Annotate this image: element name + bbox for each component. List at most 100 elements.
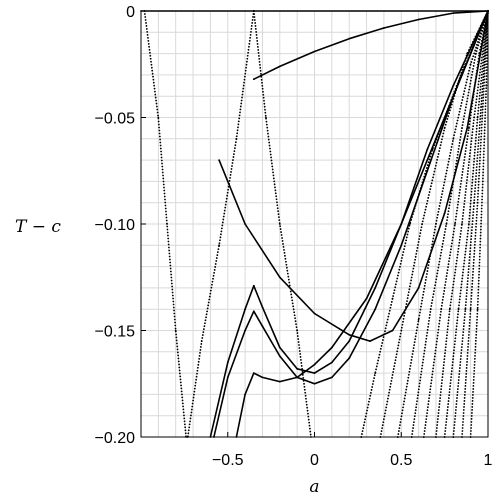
data-point [348,333,351,336]
data-point [252,284,255,287]
data-point [235,137,238,140]
data-series-13 [422,10,489,438]
data-point [400,329,403,332]
data-point [331,376,333,379]
data-point [278,380,281,383]
data-point [244,223,247,225]
data-point [417,318,420,321]
data-point [391,297,394,300]
data-point [426,169,429,172]
data-point [278,65,281,68]
data-point [226,376,229,379]
data-series-12 [410,10,489,438]
data-point [400,223,403,225]
x-tick-label: 1 [484,452,493,469]
data-series-10 [379,10,489,438]
data-point [457,308,460,311]
data-point [454,223,456,225]
data-series-1 [253,10,489,80]
data-point [365,297,368,300]
data-point [252,310,255,313]
data-point [313,312,316,315]
data-point [452,84,455,87]
y-tick-label: −0.05 [95,111,136,128]
data-point [218,159,221,162]
data-point [261,325,264,328]
data-point [461,127,463,129]
data-point [431,148,434,151]
data-point [400,244,403,247]
data-point [445,223,448,225]
data-point [469,63,472,66]
data-point [265,116,267,119]
data-point [476,308,479,311]
data-point [278,355,281,357]
data-point [461,223,463,225]
data-point [218,244,221,247]
data-series-3 [186,10,255,438]
y-tick-label: −0.10 [95,217,136,234]
data-point [261,376,264,379]
data-point [157,116,160,119]
data-point [296,367,298,370]
data-point [369,340,371,342]
data-point [261,306,264,308]
data-point [485,84,488,87]
data-point [464,308,467,311]
data-point [475,52,477,55]
data-point [331,361,333,364]
data-point [468,223,470,225]
data-point [429,308,432,311]
data-point [391,329,394,332]
data-point [421,223,423,225]
data-point [443,212,446,215]
data-point [469,308,472,311]
data-point [348,340,351,342]
data-point [409,223,411,225]
y-axis-label: T − c [15,217,61,237]
data-point [480,105,482,108]
data-point [466,127,469,129]
data-point [278,346,281,349]
data-point [226,361,229,364]
data-point [313,363,316,366]
data-point [244,393,247,396]
data-point [348,37,351,40]
x-tick-label: 0.5 [390,452,412,469]
x-tick-label: −0.5 [212,452,244,469]
data-series-14 [434,10,489,438]
data-point [374,287,377,289]
data-point [448,308,451,311]
data-point [174,329,177,332]
data-point [296,376,298,379]
data-point [473,201,475,204]
data-point [244,308,247,311]
y-tick-label: −0.20 [95,430,136,447]
data-point [481,180,484,183]
data-point [466,52,469,55]
data-point [417,18,420,21]
data-point [435,223,437,225]
data-point [331,346,333,349]
data-point [348,357,351,360]
data-point [383,27,385,29]
data-point [426,148,429,151]
data-point [313,50,316,53]
data-point [374,372,377,374]
data-point [476,201,479,204]
data-point [476,116,479,119]
data-point [417,287,420,289]
data-point [481,105,484,108]
data-point [313,372,316,374]
data-point [244,329,247,332]
axes: −0.5 0 0.5 1 0 −0.05 −0.10 −0.15 −0.20 [95,4,493,469]
series-layer [140,10,489,438]
data-point [166,223,168,225]
data-point [468,127,470,129]
data-series-11 [396,10,489,438]
data-point [440,308,443,311]
data-point [374,308,377,311]
data-point [473,116,475,119]
